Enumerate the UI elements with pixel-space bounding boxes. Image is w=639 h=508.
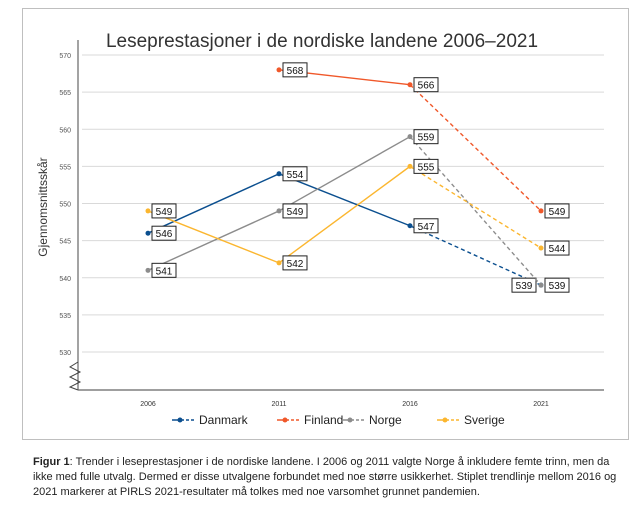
y-tick-label: 550 xyxy=(59,202,71,209)
line-chart: Leseprestasjoner i de nordiske landene 2… xyxy=(36,31,604,427)
data-point xyxy=(407,223,413,229)
series-segment xyxy=(278,165,411,264)
data-label: 544 xyxy=(549,244,566,255)
data-label-box xyxy=(413,158,439,174)
x-tick-label: 2011 xyxy=(271,401,286,408)
caption-label: Figur 1 xyxy=(33,456,70,468)
y-tick-label: 565 xyxy=(59,90,71,97)
data-label: 549 xyxy=(156,207,173,218)
data-label-box xyxy=(544,240,570,256)
data-label: 555 xyxy=(418,162,435,173)
data-label-box xyxy=(413,129,439,145)
figure-caption: Figur 1: Trender i leseprestasjoner i de… xyxy=(33,455,623,500)
data-label-box xyxy=(151,225,177,241)
data-point xyxy=(276,67,282,73)
legend-item-finland: Finland xyxy=(277,413,343,427)
data-label-box xyxy=(282,255,308,271)
data-label: 549 xyxy=(287,207,304,218)
legend-marker-icon xyxy=(442,417,448,423)
data-point xyxy=(145,230,151,236)
series-danmark: 546 554 547 539 xyxy=(145,166,544,293)
chart-frame xyxy=(22,8,629,440)
data-point xyxy=(276,260,282,266)
data-point xyxy=(276,171,282,177)
data-point xyxy=(145,208,151,214)
series-segment xyxy=(278,136,411,212)
data-label: 539 xyxy=(549,281,566,292)
x-tick-label: 2006 xyxy=(140,401,156,408)
series-segment xyxy=(278,173,411,227)
y-tick-label: 530 xyxy=(59,350,71,357)
series-finland: 568 566 549 xyxy=(276,62,570,219)
data-point xyxy=(538,245,544,251)
y-tick-label: 555 xyxy=(59,164,71,171)
legend-label: Sverige xyxy=(464,413,505,427)
series-segment xyxy=(147,210,280,271)
data-label: 566 xyxy=(418,81,435,92)
data-label: 554 xyxy=(287,170,304,181)
data-point xyxy=(538,208,544,214)
y-tick-label: 560 xyxy=(59,127,71,134)
series-segment xyxy=(147,173,280,234)
series-segment xyxy=(409,136,542,286)
data-label: 539 xyxy=(516,281,533,292)
data-label: 549 xyxy=(549,207,566,218)
x-tick-label: 2016 xyxy=(402,401,418,408)
legend-marker-icon xyxy=(282,417,288,423)
data-label-box xyxy=(413,77,439,93)
data-label-box xyxy=(282,166,308,182)
data-label: 559 xyxy=(418,133,435,144)
data-label-box xyxy=(282,203,308,219)
data-label-box xyxy=(511,277,537,293)
legend-label: Danmark xyxy=(199,413,249,427)
legend-item-sverige: Sverige xyxy=(437,413,505,427)
chart-title: Leseprestasjoner i de nordiske landene 2… xyxy=(106,31,538,52)
y-tick-label: 540 xyxy=(59,276,71,283)
series-segment xyxy=(409,84,542,212)
data-label: 541 xyxy=(156,266,173,277)
data-label: 542 xyxy=(287,259,304,270)
y-tick-label: 570 xyxy=(59,53,71,60)
series-sverige: 549 542 555 544 xyxy=(145,158,570,271)
y-tick-label: 535 xyxy=(59,313,71,320)
data-point xyxy=(538,282,544,288)
data-point xyxy=(276,208,282,214)
data-label-box xyxy=(282,62,308,78)
y-tick-label: 545 xyxy=(59,239,71,246)
data-label: 568 xyxy=(287,66,304,77)
data-point xyxy=(407,163,413,169)
legend-marker-icon xyxy=(177,417,183,423)
legend-item-danmark: Danmark xyxy=(172,413,249,427)
y-axis-label: Gjennomsnittsskår xyxy=(36,157,50,256)
data-point xyxy=(145,267,151,273)
data-label-box xyxy=(413,218,439,234)
data-point xyxy=(407,82,413,88)
data-label: 546 xyxy=(156,229,173,240)
x-tick-label: 2021 xyxy=(533,401,549,408)
series-segment xyxy=(147,210,280,264)
series-norge: 541 549 559 539 xyxy=(145,129,570,293)
legend-label: Norge xyxy=(369,413,402,427)
series-segment xyxy=(409,165,542,249)
data-label-box xyxy=(151,203,177,219)
data-label: 547 xyxy=(418,222,435,233)
legend-label: Finland xyxy=(304,413,343,427)
series-segment xyxy=(409,225,542,286)
data-point xyxy=(407,134,413,140)
caption-text: : Trender i leseprestasjoner i de nordis… xyxy=(33,456,617,498)
data-label-box xyxy=(544,203,570,219)
legend-marker-icon xyxy=(347,417,353,423)
data-label-box xyxy=(151,262,177,278)
legend-item-norge: Norge xyxy=(342,413,402,427)
data-label-box xyxy=(544,277,570,293)
axis-break-icon xyxy=(68,361,82,391)
